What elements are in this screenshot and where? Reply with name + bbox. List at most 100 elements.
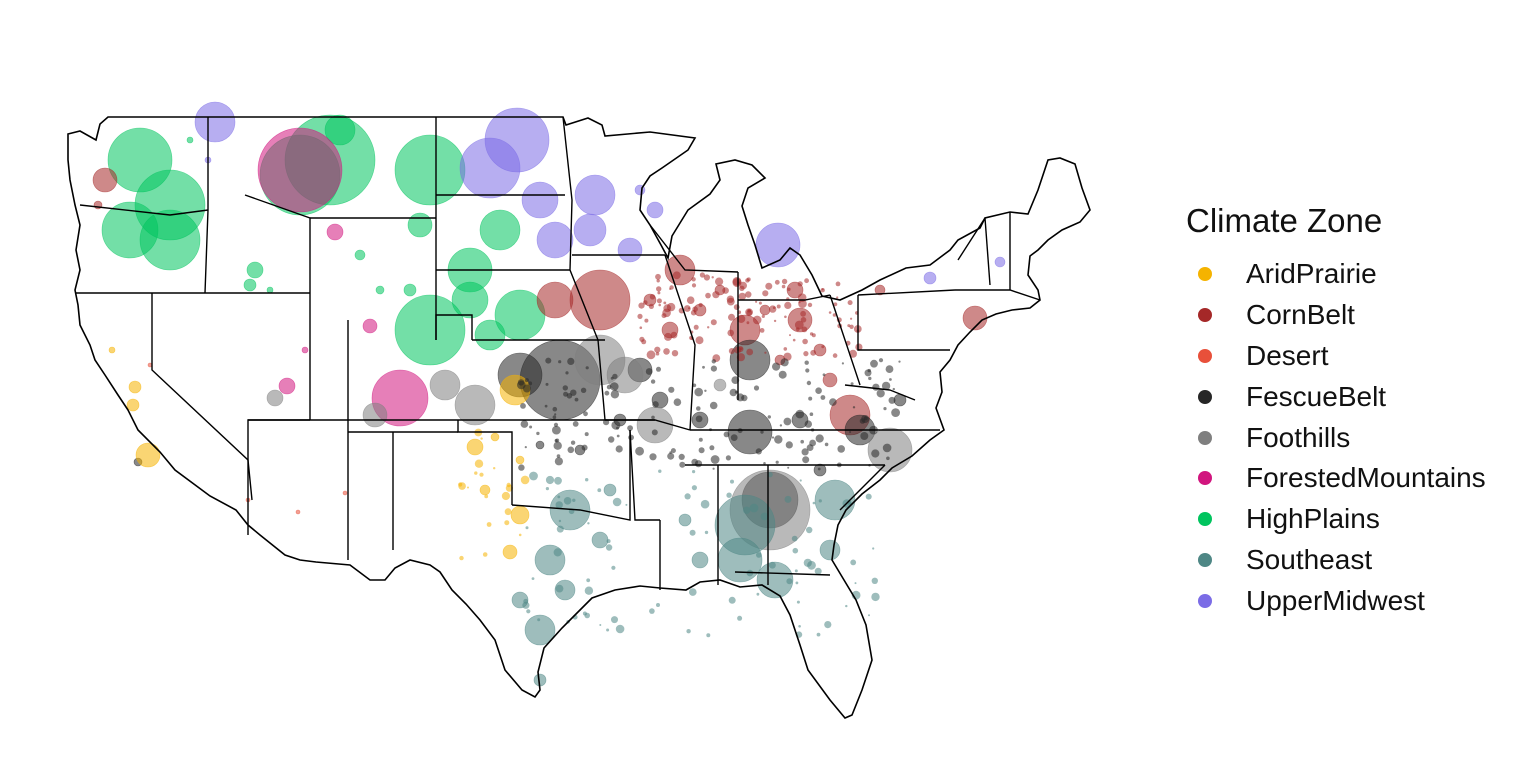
bubble-cornbelt [657,291,661,295]
bubble-uppermidwest [646,201,664,219]
state-boundary [664,254,696,431]
bubble-cornbelt [781,284,786,289]
bubble-fescuebelt [809,439,816,447]
bubble-southeast [586,578,591,583]
bubble-southeast [531,577,535,580]
bubble-cornbelt [655,351,660,356]
bubble-cornbelt [787,307,813,333]
bubble-southeast [769,561,776,569]
bubble-highplains [479,209,521,251]
bubble-aridprairie [501,491,510,501]
bubble-cornbelt [654,346,661,353]
bubble-southeast [791,535,798,542]
bubble-fescuebelt [562,385,568,391]
bubble-fescuebelt [804,360,809,365]
legend-key-dot [1198,348,1212,363]
legend-label: AridPrairie [1246,258,1377,290]
bubble-cornbelt [836,296,839,299]
bubble-southeast [526,609,531,614]
bubble-cornbelt [639,326,643,330]
bubble-cornbelt [683,305,691,312]
bubble-fescuebelt [584,432,589,437]
bubble-fescuebelt [528,381,533,386]
bubble-cornbelt [807,302,813,308]
bubble-southeast [591,531,609,549]
bubble-fescuebelt [698,437,703,442]
legend-item-fescuebelt: FescueBelt [1186,376,1526,417]
bubble-cornbelt [784,315,787,319]
bubble-southeast [563,497,572,505]
bubble-southeast [819,539,841,561]
bubble-highplains [354,249,366,261]
bubble-fescuebelt [554,457,564,466]
bubble-cornbelt [672,271,681,280]
bubble-southeast [545,487,550,491]
legend-item-highplains: HighPlains [1186,499,1526,540]
bubble-cornbelt [850,317,853,320]
bubble-southeast [760,512,769,521]
legend-item-forestedmountains: ForestedMountains [1186,458,1526,499]
bubble-southeast [865,493,872,500]
legend-item-uppermidwest: UpperMidwest [1186,580,1526,621]
bubble-fescuebelt [529,425,533,429]
bubble-cornbelt [745,278,750,283]
bubble-fescuebelt [882,443,892,453]
bubble-southeast [656,603,660,607]
bubble-aridprairie [493,467,496,470]
legend-label: UpperMidwest [1246,584,1425,616]
bubble-cornbelt [728,348,735,354]
state-boundary [984,217,991,286]
bubble-cornbelt [810,349,817,356]
legend-key-dot [1198,471,1212,486]
bubble-southeast [689,588,697,596]
bubble-cornbelt [656,279,660,283]
bubble-cornbelt [792,338,796,342]
bubble-cornbelt [738,292,746,301]
bubble-fescuebelt [815,387,822,395]
bubble-fescuebelt [727,409,773,455]
bubble-southeast [611,616,618,624]
bubble-fescuebelt [860,432,869,440]
bubble-fescuebelt [885,365,894,373]
bubble-cornbelt [638,302,645,309]
bubble-cornbelt [726,297,735,306]
bubble-highplains [243,278,257,292]
bubble-aridprairie [126,398,140,412]
bubble-fescuebelt [580,387,587,393]
bubble-fescuebelt [774,435,783,444]
bubble-fescuebelt [673,398,682,407]
bubble-fescuebelt [800,439,804,444]
bubble-fescuebelt [565,371,569,375]
bubble-cornbelt [833,302,838,307]
bubble-fescuebelt [841,362,845,365]
bubble-uppermidwest [617,237,643,263]
bubble-fescuebelt [785,441,793,449]
bubble-highplains [266,286,274,294]
legend-key-dot [1198,593,1212,608]
bubble-aridprairie [479,472,484,477]
bubble-southeast [545,475,555,485]
legend-key-dot [1198,389,1212,404]
bubble-cornbelt [745,291,752,298]
bubble-fescuebelt [524,446,527,449]
bubble-southeast [584,586,594,595]
bubble-fescuebelt [553,441,562,450]
bubble-fescuebelt [808,396,813,401]
bubble-cornbelt [661,313,667,319]
bubble-southeast [845,604,848,608]
bubble-cornbelt [643,300,648,305]
bubble-cornbelt [722,287,729,294]
bubble-southeast [871,592,880,602]
bubble-fescuebelt [779,424,783,427]
bubble-southeast [522,601,530,609]
bubble-cornbelt [710,319,717,326]
bubble-cornbelt [794,320,804,330]
bubble-cornbelt [774,279,780,285]
bubble-southeast [749,503,759,513]
bubble-fescuebelt [753,385,760,391]
bubble-southeast [767,471,773,478]
bubble-cornbelt [832,353,838,358]
bubble-fescuebelt [692,383,697,388]
bubble-fescuebelt [889,378,892,381]
